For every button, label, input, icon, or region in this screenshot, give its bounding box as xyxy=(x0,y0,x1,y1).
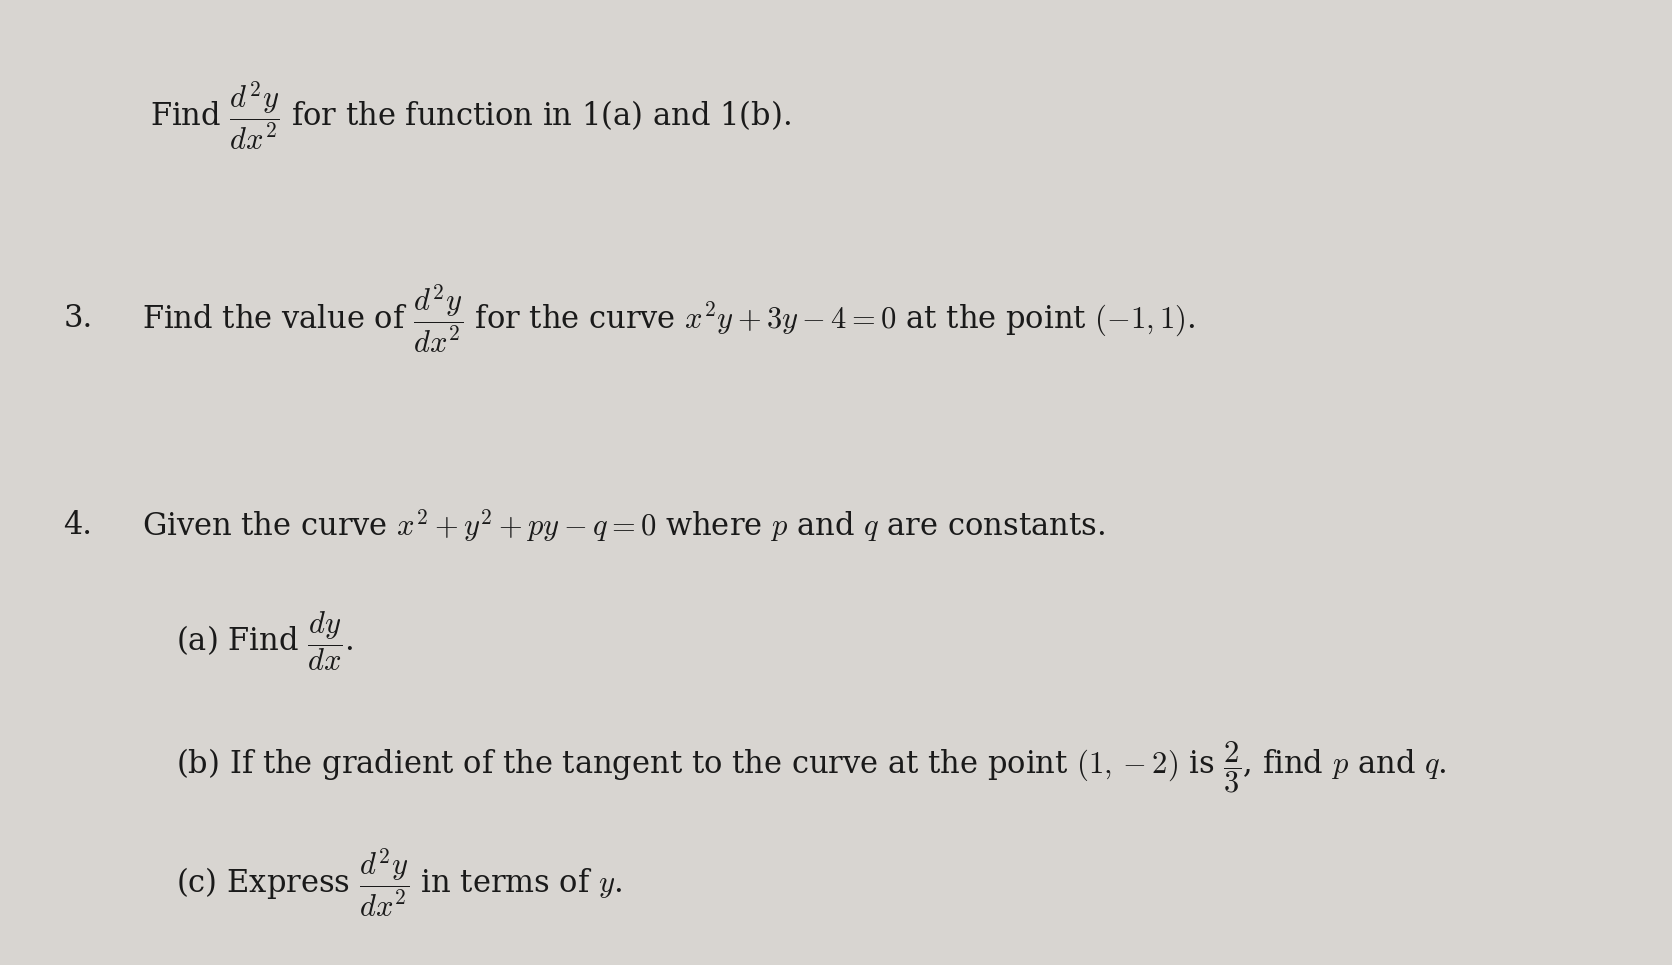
Text: Find the value of $\dfrac{d^2y}{dx^2}$ for the curve $x^2y+3y-4=0$ at the point : Find the value of $\dfrac{d^2y}{dx^2}$ f… xyxy=(142,282,1195,355)
Text: Given the curve $x^2+y^2+py-q=0$ where $p$ and $q$ are constants.: Given the curve $x^2+y^2+py-q=0$ where $… xyxy=(142,508,1105,544)
Text: (a) Find $\dfrac{dy}{dx}$.: (a) Find $\dfrac{dy}{dx}$. xyxy=(176,610,353,674)
Text: (b) If the gradient of the tangent to the curve at the point $(1,-2)$ is $\dfrac: (b) If the gradient of the tangent to th… xyxy=(176,739,1446,795)
Text: 4.: 4. xyxy=(64,510,92,541)
Text: Find $\dfrac{d^2y}{dx^2}$ for the function in 1(a) and 1(b).: Find $\dfrac{d^2y}{dx^2}$ for the functi… xyxy=(150,79,791,152)
Text: (c) Express $\dfrac{d^2y}{dx^2}$ in terms of $y$.: (c) Express $\dfrac{d^2y}{dx^2}$ in term… xyxy=(176,846,622,920)
Text: 3.: 3. xyxy=(64,303,92,334)
